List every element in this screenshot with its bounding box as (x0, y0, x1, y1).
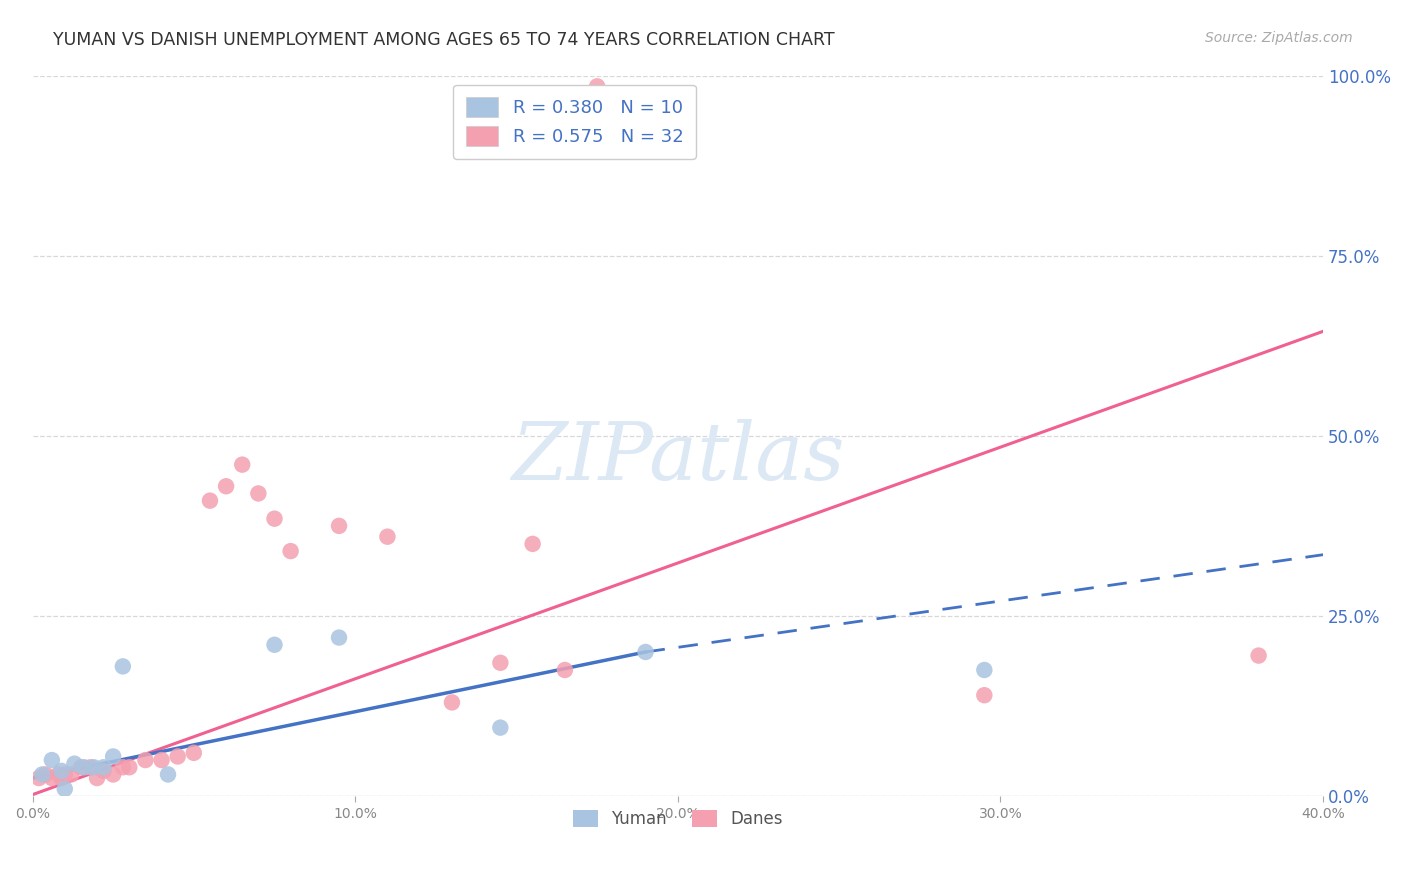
Point (134, 753, 156, 767)
Point (973, 663, 995, 677)
Point (247, 486, 270, 500)
Point (53, 781, 76, 796)
Point (263, 511, 285, 525)
Point (522, 537, 544, 551)
Text: YUMAN VS DANISH UNEMPLOYMENT AMONG AGES 65 TO 74 YEARS CORRELATION CHART: YUMAN VS DANISH UNEMPLOYMENT AMONG AGES … (53, 31, 835, 49)
Point (973, 688, 995, 702)
Point (31, 767, 53, 781)
Point (111, 659, 134, 673)
Point (70, 760, 93, 774)
Point (215, 479, 238, 493)
Point (489, 656, 512, 670)
Point (63, 756, 86, 771)
Point (328, 519, 350, 533)
Point (51, 764, 73, 778)
Point (41, 753, 63, 767)
Text: ZIPatlas: ZIPatlas (510, 418, 845, 496)
Point (183, 746, 205, 760)
Point (34, 767, 56, 781)
Point (280, 544, 302, 558)
Point (489, 721, 512, 735)
Point (93, 760, 115, 774)
Point (263, 638, 285, 652)
Point (118, 760, 141, 774)
Point (51, 771, 73, 785)
Point (166, 749, 188, 764)
Point (328, 631, 350, 645)
Point (83, 760, 105, 774)
Point (93, 764, 115, 778)
Legend: Yuman, Danes: Yuman, Danes (567, 803, 789, 835)
Point (198, 493, 221, 508)
Point (73, 760, 96, 774)
Point (46, 767, 69, 781)
Point (60, 767, 83, 781)
Point (440, 695, 463, 709)
Point (101, 767, 124, 781)
Point (586, 79, 609, 94)
Point (111, 760, 134, 774)
Point (377, 530, 399, 544)
Point (86, 771, 108, 785)
Point (79, 760, 101, 774)
Point (1247, 648, 1270, 663)
Point (41, 771, 63, 785)
Point (53, 767, 76, 781)
Point (157, 767, 180, 781)
Point (634, 645, 657, 659)
Text: Source: ZipAtlas.com: Source: ZipAtlas.com (1205, 31, 1353, 45)
Point (101, 749, 124, 764)
Point (554, 663, 576, 677)
Point (231, 458, 253, 472)
Point (150, 753, 173, 767)
Point (28, 771, 51, 785)
